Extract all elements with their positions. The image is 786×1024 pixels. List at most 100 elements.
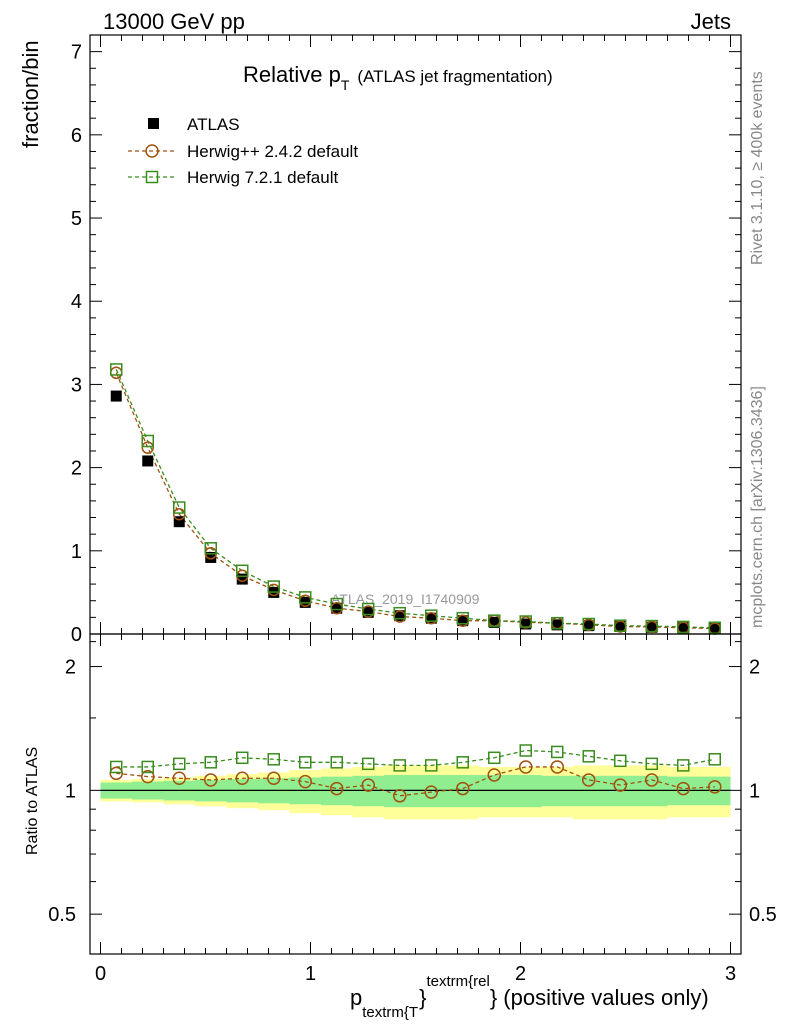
atlas-data-point <box>646 621 658 633</box>
ratio-x-tick-label: 1 <box>305 963 316 985</box>
herwig-old-point <box>173 507 186 521</box>
ratio-y-tick-label: 1 <box>65 780 76 802</box>
ratio-herwig-old-point <box>487 768 501 782</box>
ratio-herwig-old-point <box>267 771 281 786</box>
ratio-herwig-old-point <box>645 773 659 787</box>
ratio-y-axis-label: Ratio to ATLAS <box>24 747 41 855</box>
ratio-herwig-new-point <box>614 754 627 768</box>
ratio-herwig-old-point <box>424 785 438 799</box>
ratio-herwig-new-point <box>645 757 658 771</box>
ratio-herwig-new-point <box>551 745 564 759</box>
atlas-data-point <box>677 622 689 634</box>
ratio-herwig-new-point <box>110 760 123 774</box>
ratio-herwig-old-point <box>613 778 627 792</box>
ratio-panel: Ratio to ATLAS 0.5 0.5 1 1 2 2 0 1 2 3 ptextrm{T}… <box>24 633 777 1021</box>
ratio-y-tick-label-right: 1 <box>749 780 760 802</box>
ratio-herwig-new-point <box>456 756 469 769</box>
atlas-data-point <box>362 606 374 618</box>
atlas-data-point <box>614 621 626 633</box>
herwig-new-point <box>299 591 312 604</box>
herwig-new-point <box>456 611 469 625</box>
ratio-herwig-old-point <box>550 760 564 774</box>
ratio-y-tick-label: 2 <box>65 657 76 679</box>
atlas-data-point <box>236 573 248 585</box>
herwig-new-point <box>236 564 249 578</box>
atlas-data-point <box>425 612 437 624</box>
ratio-herwig-new-point <box>488 751 501 765</box>
herwig-new-point <box>204 542 217 555</box>
ratio-herwig-new-point <box>173 757 186 771</box>
ratio-herwig-new-point <box>330 756 343 769</box>
analysis-watermark: ATLAS_2019_I1740909 <box>331 591 480 607</box>
mcplots-reference-label: mcplots.cern.ch [arXiv:1306.3436] <box>749 386 766 628</box>
ratio-y-tick-label-right: 0.5 <box>749 904 777 926</box>
herwig-new-point <box>551 616 564 630</box>
ratio-herwig-old-point <box>204 773 218 787</box>
ratio-x-tick-label: 2 <box>515 963 526 985</box>
ratio-band-inner <box>447 774 479 808</box>
atlas-data-point <box>488 616 500 628</box>
herwig-new-line <box>115 369 715 629</box>
main-y-tick-label: 0 <box>71 624 82 646</box>
legend-atlas-label: ATLAS <box>187 115 240 134</box>
ratio-herwig-new-line <box>116 749 715 768</box>
ratio-y-tick-label-right: 2 <box>749 657 760 679</box>
ratio-herwig-old-point <box>456 781 470 796</box>
atlas-data-point <box>709 623 721 635</box>
ratio-herwig-old-point <box>235 771 249 786</box>
main-y-tick-label: 6 <box>71 125 82 147</box>
ratio-herwig-old-point <box>141 769 155 784</box>
herwig-new-point <box>488 614 501 627</box>
ratio-x-tick-label: 0 <box>95 963 106 985</box>
main-y-tick-label: 7 <box>71 42 82 64</box>
herwig-new-point <box>141 434 154 448</box>
main-y-tick-label: 1 <box>71 541 82 563</box>
herwig-new-point <box>330 597 343 611</box>
herwig-new-point <box>677 620 690 634</box>
x-axis-label: ptextrm{T}textrm{rel} (positive values o… <box>350 973 709 1021</box>
ratio-herwig-new-point <box>708 753 721 766</box>
main-panel: fraction/bin Relative pT (ATLAS jet fragm… <box>18 34 742 646</box>
herwig-new-point <box>614 619 627 632</box>
ratio-herwig-old-point <box>519 760 533 774</box>
ratio-herwig-new-point <box>267 753 280 766</box>
legend: ATLAS Herwig++ 2.4.2 default Herwig 7.2.… <box>128 115 358 187</box>
ratio-herwig-new-point <box>582 750 595 763</box>
atlas-data-point <box>551 619 563 631</box>
ratio-herwig-new-point <box>519 744 532 757</box>
header-process-label: Jets <box>691 9 731 34</box>
ratio-frame <box>89 633 742 955</box>
herwig-new-point <box>519 615 532 628</box>
main-y-tick-label: 3 <box>71 374 82 396</box>
main-y-tick-label: 4 <box>71 291 82 313</box>
herwig-old-point <box>141 441 154 454</box>
atlas-data-point <box>142 455 154 467</box>
ratio-herwig-old-point <box>393 789 407 803</box>
rivet-version-label: Rivet 3.1.10, ≥ 400k events <box>749 71 766 265</box>
ratio-herwig-old-point <box>361 778 375 792</box>
ratio-herwig-old-point <box>676 781 690 796</box>
ratio-herwig-old-point <box>298 774 312 789</box>
atlas-data-point <box>583 620 595 632</box>
herwig-new-point <box>267 580 280 593</box>
atlas-data-point <box>394 610 406 622</box>
ratio-y-tick-label: 0.5 <box>48 904 76 926</box>
ratio-herwig-old-point <box>582 773 596 787</box>
herwig-new-point <box>393 606 406 620</box>
ratio-herwig-old-point <box>172 771 186 786</box>
legend-herwig-old-label: Herwig++ 2.4.2 default <box>187 142 358 161</box>
ratio-herwig-old-point <box>708 780 722 794</box>
ratio-band-inner <box>415 774 447 808</box>
herwig-new-point <box>708 621 721 635</box>
ratio-herwig-new-point <box>677 759 690 772</box>
herwig-new-point <box>362 602 375 616</box>
atlas-data-point <box>173 516 185 528</box>
ratio-herwig-new-point <box>236 751 249 765</box>
main-y-tick-label: 2 <box>71 458 82 480</box>
ratio-herwig-old-point <box>109 766 123 781</box>
legend-herwig-new-marker <box>145 170 159 184</box>
herwig-new-point <box>582 617 595 631</box>
main-y-tick-label: 5 <box>71 208 82 230</box>
herwig-new-point <box>173 501 186 514</box>
